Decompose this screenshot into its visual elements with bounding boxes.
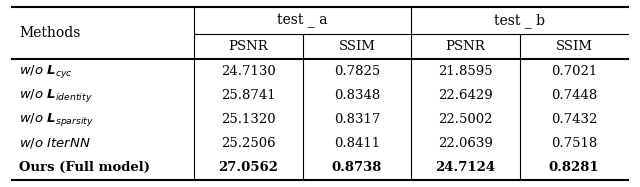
Text: PSNR: PSNR	[228, 40, 268, 53]
Text: 0.7825: 0.7825	[333, 65, 380, 78]
Text: test _ a: test _ a	[277, 14, 328, 28]
Text: $\mathit{w/o}\ \boldsymbol{L}\mathit{_{sparsity}}$: $\mathit{w/o}\ \boldsymbol{L}\mathit{_{s…	[19, 111, 94, 128]
Text: 0.8738: 0.8738	[332, 161, 382, 174]
Text: 25.2506: 25.2506	[221, 137, 276, 150]
Text: 22.5002: 22.5002	[438, 113, 493, 126]
Text: 0.7518: 0.7518	[551, 137, 597, 150]
Text: 24.7124: 24.7124	[435, 161, 495, 174]
Text: $\mathit{w/o}\ \boldsymbol{L}\mathit{_{cyc}}$: $\mathit{w/o}\ \boldsymbol{L}\mathit{_{c…	[19, 63, 73, 80]
Text: $\mathit{w/o}\ \boldsymbol{L}\mathit{_{identity}}$: $\mathit{w/o}\ \boldsymbol{L}\mathit{_{i…	[19, 87, 93, 104]
Text: 25.8741: 25.8741	[221, 89, 276, 102]
Text: SSIM: SSIM	[556, 40, 593, 53]
Text: 0.7432: 0.7432	[551, 113, 597, 126]
Text: 25.1320: 25.1320	[221, 113, 276, 126]
Text: Ours (Full model): Ours (Full model)	[19, 161, 150, 174]
Text: 22.0639: 22.0639	[438, 137, 493, 150]
Text: 21.8595: 21.8595	[438, 65, 493, 78]
Text: test _ b: test _ b	[494, 13, 545, 28]
Text: 0.7021: 0.7021	[551, 65, 597, 78]
Text: 0.8411: 0.8411	[334, 137, 380, 150]
Text: SSIM: SSIM	[339, 40, 376, 53]
Text: 0.7448: 0.7448	[551, 89, 597, 102]
Text: 0.8317: 0.8317	[333, 113, 380, 126]
Text: 24.7130: 24.7130	[221, 65, 276, 78]
Text: PSNR: PSNR	[445, 40, 485, 53]
Text: $\mathit{w/o\ IterNN}$: $\mathit{w/o\ IterNN}$	[19, 136, 91, 150]
Text: Methods: Methods	[19, 26, 81, 40]
Text: 27.0562: 27.0562	[218, 161, 278, 174]
Text: 22.6429: 22.6429	[438, 89, 493, 102]
Text: 0.8281: 0.8281	[549, 161, 600, 174]
Text: 0.8348: 0.8348	[333, 89, 380, 102]
